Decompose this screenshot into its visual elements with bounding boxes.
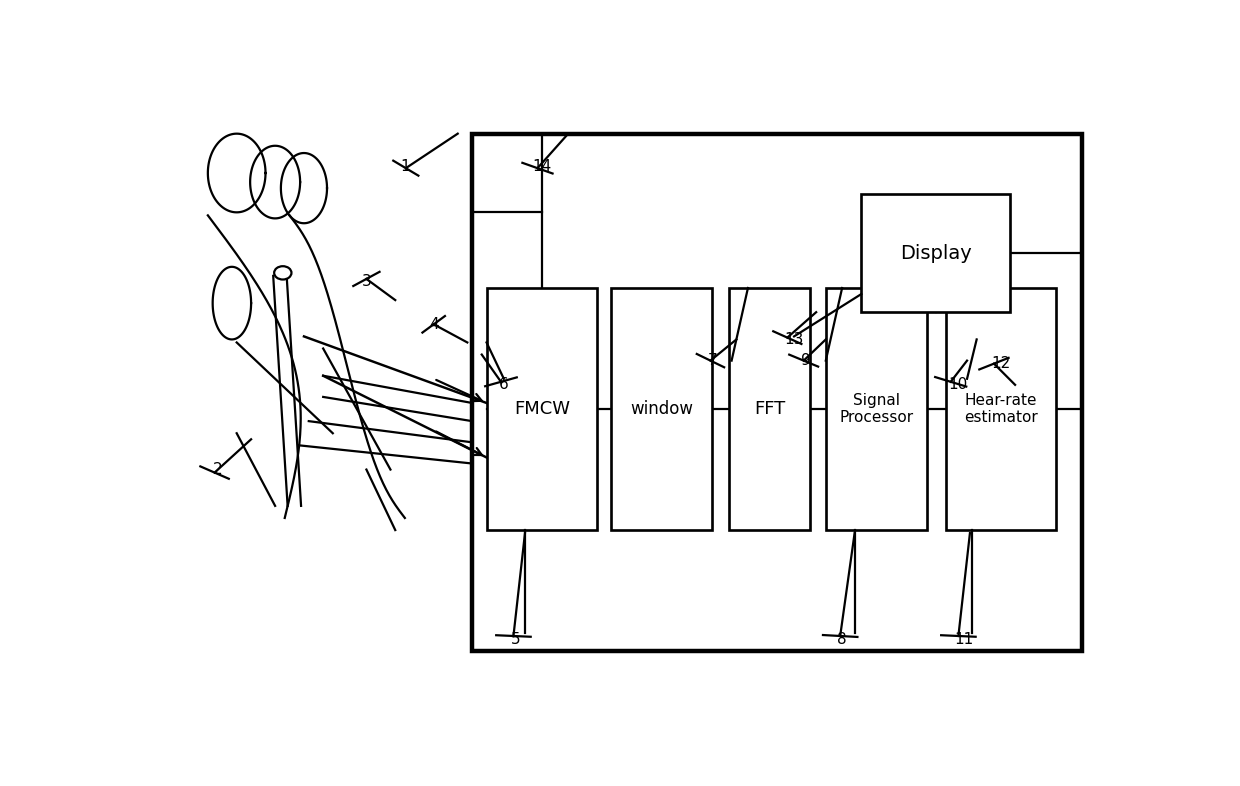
Text: 13: 13 [785, 332, 804, 347]
Text: FFT: FFT [754, 400, 785, 418]
Text: 8: 8 [837, 631, 847, 647]
Text: 9: 9 [801, 353, 811, 368]
Bar [862, 194, 1011, 312]
Text: 14: 14 [533, 160, 552, 174]
Text: window: window [630, 400, 693, 418]
Text: 3: 3 [362, 274, 371, 289]
Bar [946, 288, 1056, 530]
Text: 6: 6 [498, 377, 508, 392]
Text: 11: 11 [955, 631, 973, 647]
Bar [611, 288, 712, 530]
Text: 12: 12 [991, 356, 1011, 371]
Text: Signal
Processor: Signal Processor [839, 393, 914, 425]
Bar [472, 134, 1083, 651]
Text: Display: Display [900, 244, 972, 263]
Text: 10: 10 [949, 377, 968, 392]
Ellipse shape [274, 266, 291, 280]
Bar [486, 288, 596, 530]
Text: 2: 2 [213, 462, 222, 477]
Text: 7: 7 [708, 353, 717, 368]
Text: FMCW: FMCW [513, 400, 570, 418]
Bar [729, 288, 811, 530]
Text: Hear-rate
estimator: Hear-rate estimator [965, 393, 1038, 425]
Bar [826, 288, 926, 530]
Text: 5: 5 [511, 631, 521, 647]
Text: 1: 1 [401, 160, 409, 174]
Text: 4: 4 [429, 317, 439, 332]
